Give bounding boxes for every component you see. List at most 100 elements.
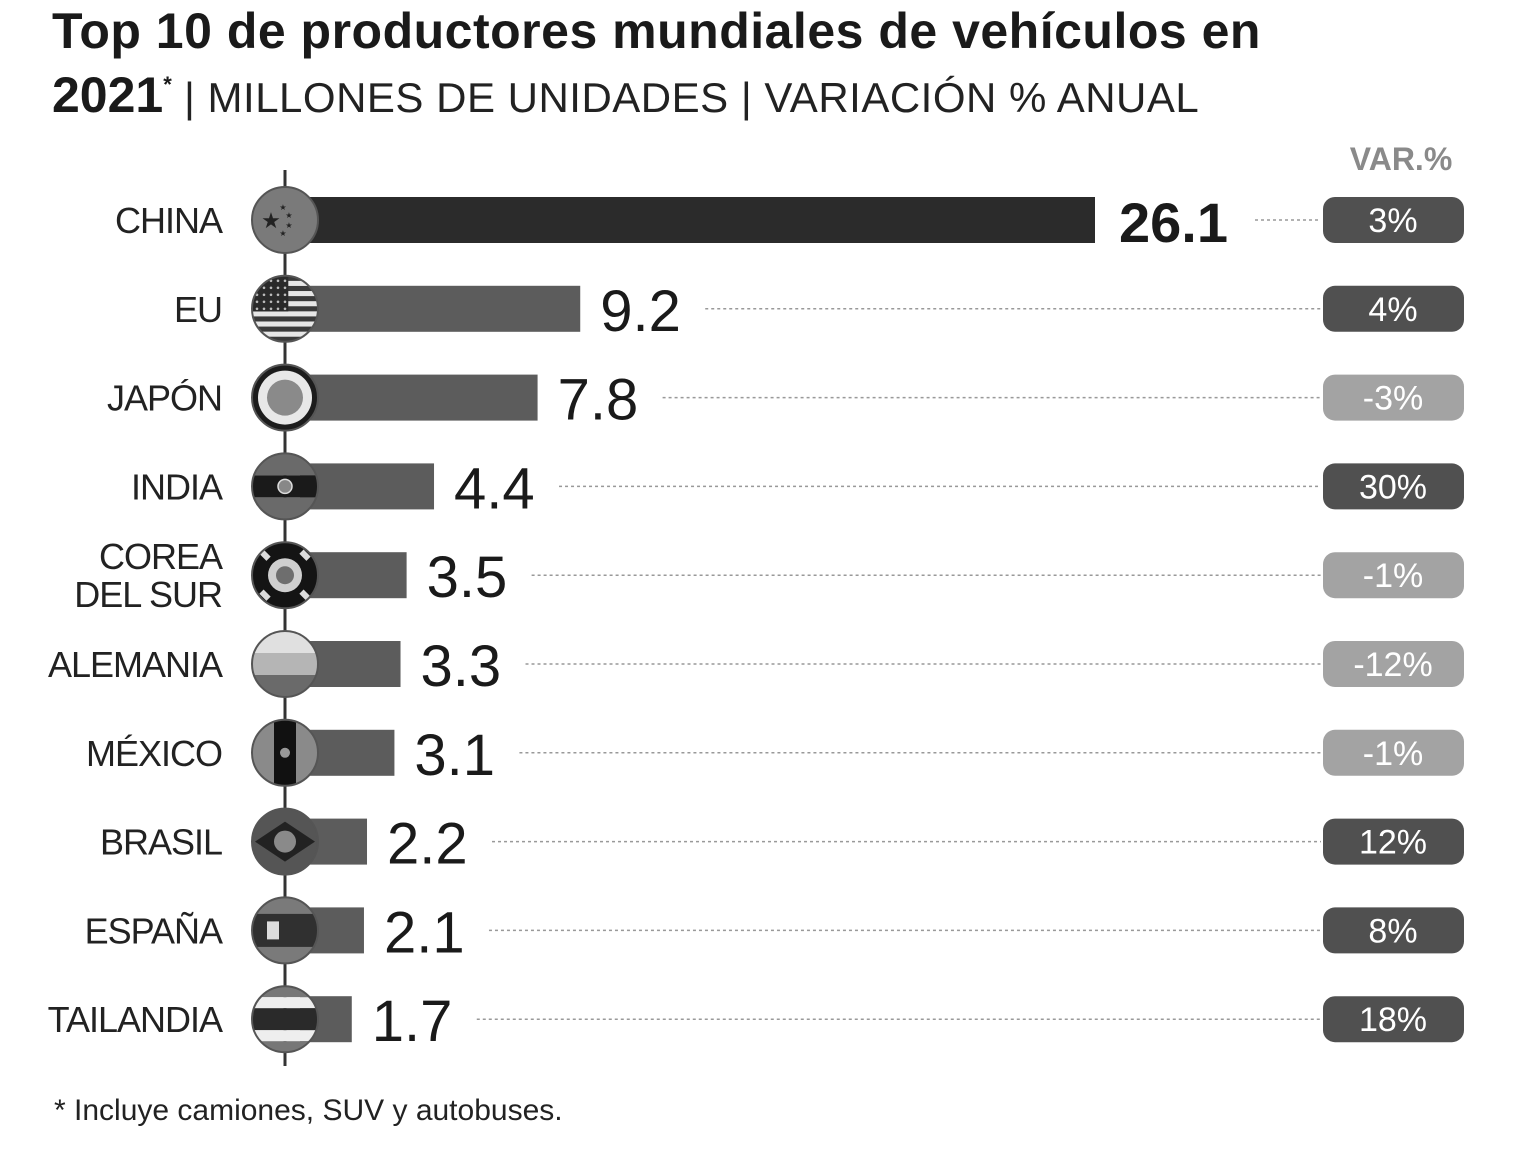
flag-canton-star [276, 293, 280, 297]
flag-canton-star [276, 300, 280, 304]
bar [300, 197, 1095, 243]
category-label-line: COREA [99, 536, 223, 577]
flag-small-star: ★ [285, 211, 292, 220]
flag-canton-star [283, 300, 287, 304]
flag-stripe [252, 316, 318, 322]
flag-border [251, 718, 319, 787]
variation-badge [1323, 818, 1464, 865]
value-label: 7.8 [558, 368, 639, 433]
flag-emblem [280, 747, 290, 758]
flag-border [251, 274, 319, 343]
flag-canton-star [283, 293, 287, 297]
flag-canton-star [276, 307, 280, 311]
variation-label: 30% [1359, 468, 1427, 506]
flag-sun [267, 379, 303, 416]
bar [300, 374, 538, 421]
category-label: INDIA [131, 466, 223, 507]
flag-band [252, 1030, 318, 1042]
flag-trigram [259, 589, 271, 601]
value-label: 3.5 [427, 545, 508, 610]
flag-band-bot [252, 497, 318, 520]
flag-stripe [252, 336, 318, 342]
variation-label: 8% [1368, 912, 1417, 950]
category-label: ALEMANIA [48, 644, 223, 685]
spain-flag-icon [252, 897, 318, 964]
flag-small-star: ★ [279, 203, 286, 212]
bar-row: ESPAÑA 2.1 8% [85, 896, 1464, 965]
footnote: * Incluye camiones, SUV y autobuses. [54, 1094, 563, 1127]
bar-row: BRASIL 2.2 12% [100, 807, 1464, 877]
variation-badge [1323, 996, 1464, 1043]
chart-subtitle: 2021* | MILLONES DE UNIDADES | VARIACIÓN… [52, 66, 1199, 124]
flag-taeguk [276, 566, 294, 585]
flag-canton-star [276, 286, 280, 290]
category-label: MÉXICO [86, 733, 222, 774]
value-label: 2.2 [387, 812, 468, 877]
flag-canton-star [255, 300, 259, 304]
chart-title: Top 10 de productores mundiales de vehíc… [52, 3, 1261, 59]
mexico-flag-icon [252, 719, 318, 786]
category-label-line: DEL SUR [74, 574, 222, 615]
bar [300, 463, 435, 510]
variation-label: 3% [1368, 202, 1417, 240]
bar-row: ALEMANIA 3.3 -12% [48, 630, 1464, 699]
flag-canton-star [262, 307, 266, 311]
bar-row: EU 9.2 4% [174, 274, 1464, 344]
variation-label: -3% [1363, 380, 1423, 418]
china-flag-icon: ★★★★★ [252, 187, 318, 253]
variation-label: 18% [1359, 1001, 1427, 1039]
flag-coat-of-arms [267, 921, 279, 940]
brazil-flag-icon [252, 808, 318, 875]
bar-row: COREA DEL SUR 3.5 -1% [74, 536, 1464, 615]
value-label: 1.7 [372, 989, 453, 1054]
value-label: 3.3 [421, 634, 502, 699]
title-asterisk: * [163, 72, 172, 97]
flag-globe [274, 830, 296, 853]
flag-band-mid [252, 913, 318, 947]
flag-band-bot [252, 675, 318, 697]
variation-badge [1323, 463, 1464, 510]
bar-row: CHINA ★★★★★ 26.1 3% [115, 186, 1464, 254]
flag-band-mid [252, 653, 318, 675]
bar [300, 285, 581, 332]
flag-stripe [252, 311, 318, 317]
flag-border [251, 363, 319, 432]
bar-row: JAPÓN 7.8 -3% [107, 363, 1464, 433]
flag-canton-star [269, 300, 273, 304]
title-units: | MILLONES DE UNIDADES | VARIACIÓN % ANU… [171, 74, 1200, 121]
flag-band [252, 1008, 318, 1031]
flag-border [251, 452, 319, 521]
flag-canton-star [262, 300, 266, 304]
category-label: ESPAÑA [85, 910, 223, 951]
bar-row: INDIA 4.4 30% [131, 452, 1464, 521]
var-header: VAR.% [1350, 141, 1453, 177]
variation-label: 4% [1368, 291, 1417, 329]
flag-canton-star [262, 286, 266, 290]
category-label: COREA DEL SUR [74, 536, 223, 615]
flag-canton-star [255, 307, 259, 311]
flag-canton-star [283, 286, 287, 290]
category-label: TAILANDIA [48, 999, 223, 1040]
bar-row: TAILANDIA 1.7 18% [48, 985, 1464, 1054]
value-label: 26.1 [1119, 191, 1228, 254]
title-year: 2021 [52, 67, 164, 123]
flag-canton-star [269, 307, 273, 311]
variation-label: -1% [1363, 557, 1423, 595]
flag-band-top [252, 453, 318, 476]
flag-canton-star [269, 293, 273, 297]
flag-stripe [252, 326, 318, 333]
south-korea-flag-icon [252, 542, 318, 609]
value-label: 3.1 [414, 723, 495, 788]
flag-field [252, 187, 318, 253]
flag-small-star: ★ [285, 221, 292, 230]
flag-canton-star [262, 293, 266, 297]
variation-label: -12% [1353, 646, 1432, 684]
category-label: EU [174, 289, 222, 330]
flag-stripe [252, 321, 318, 328]
flag-band [252, 997, 318, 1009]
flag-chakra [277, 478, 293, 495]
variation-badge [1323, 641, 1464, 687]
flag-border [251, 896, 319, 965]
variation-label: -1% [1363, 735, 1423, 773]
